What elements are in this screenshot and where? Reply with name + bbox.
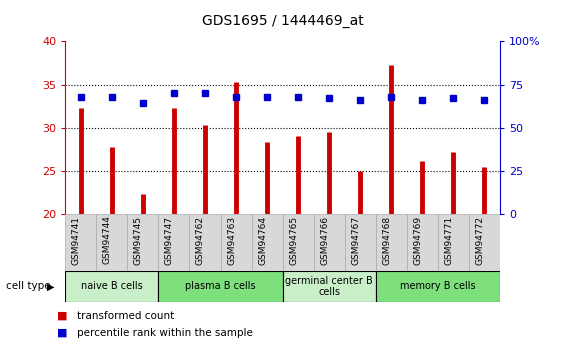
FancyBboxPatch shape [158,214,190,271]
FancyBboxPatch shape [314,214,345,271]
Text: memory B cells: memory B cells [400,282,475,291]
Text: GSM94769: GSM94769 [414,216,422,265]
FancyBboxPatch shape [375,271,500,302]
Text: GSM94763: GSM94763 [227,216,236,265]
FancyBboxPatch shape [220,214,252,271]
Text: ■: ■ [57,311,67,321]
Text: GSM94768: GSM94768 [382,216,391,265]
FancyBboxPatch shape [283,271,375,302]
Text: naive B cells: naive B cells [81,282,143,291]
FancyBboxPatch shape [252,214,283,271]
Text: GSM94772: GSM94772 [475,216,485,265]
FancyBboxPatch shape [97,214,127,271]
FancyBboxPatch shape [127,214,158,271]
Text: transformed count: transformed count [77,311,174,321]
FancyBboxPatch shape [407,214,438,271]
Text: GSM94764: GSM94764 [258,216,267,265]
FancyBboxPatch shape [65,214,97,271]
Text: cell type: cell type [6,282,51,291]
Text: percentile rank within the sample: percentile rank within the sample [77,328,253,338]
FancyBboxPatch shape [283,214,314,271]
FancyBboxPatch shape [375,214,407,271]
Text: GSM94771: GSM94771 [444,216,453,265]
FancyBboxPatch shape [345,214,375,271]
Text: plasma B cells: plasma B cells [185,282,256,291]
Text: GSM94765: GSM94765 [289,216,298,265]
Text: GSM94741: GSM94741 [72,216,81,265]
Text: ■: ■ [57,328,67,338]
Text: GDS1695 / 1444469_at: GDS1695 / 1444469_at [202,14,364,28]
Text: GSM94747: GSM94747 [165,216,174,265]
Text: GSM94766: GSM94766 [320,216,329,265]
FancyBboxPatch shape [158,271,283,302]
Text: GSM94745: GSM94745 [134,216,143,265]
Text: GSM94762: GSM94762 [196,216,205,265]
Text: GSM94767: GSM94767 [351,216,360,265]
FancyBboxPatch shape [190,214,220,271]
Text: germinal center B
cells: germinal center B cells [285,276,373,297]
FancyBboxPatch shape [469,214,500,271]
Text: GSM94744: GSM94744 [103,216,112,265]
FancyBboxPatch shape [65,271,158,302]
FancyBboxPatch shape [438,214,469,271]
Text: ▶: ▶ [47,282,54,291]
